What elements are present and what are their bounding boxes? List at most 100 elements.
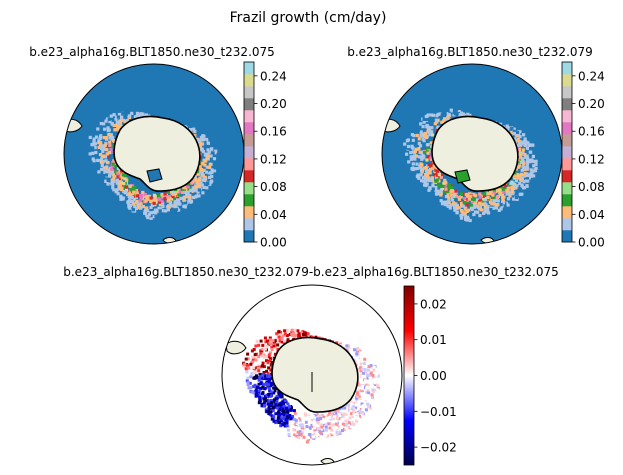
ice-cell xyxy=(424,178,428,182)
difference-cell xyxy=(252,348,256,351)
ice-cell xyxy=(517,173,521,177)
difference-cell xyxy=(267,404,271,408)
ice-cell xyxy=(512,197,516,201)
ice-cell xyxy=(166,208,170,212)
ice-cell xyxy=(171,194,175,199)
difference-cell xyxy=(275,406,279,410)
ice-cell xyxy=(443,190,447,194)
difference-cell xyxy=(246,383,250,387)
difference-cell xyxy=(281,403,285,407)
ice-cell xyxy=(196,134,200,138)
difference-cell xyxy=(307,422,311,426)
difference-cell xyxy=(270,348,274,351)
difference-cell xyxy=(263,374,267,378)
ice-cell xyxy=(429,141,433,145)
ice-cell xyxy=(114,123,119,127)
ice-cell xyxy=(106,170,110,174)
colorbar-segment xyxy=(562,122,572,135)
ice-cell xyxy=(106,126,110,130)
ice-cell xyxy=(523,172,527,176)
ice-cell xyxy=(463,196,467,201)
difference-cell xyxy=(268,336,272,340)
ice-cell xyxy=(459,209,464,213)
difference-cell xyxy=(280,412,284,416)
ice-cell xyxy=(487,211,491,215)
ice-cell xyxy=(120,186,124,190)
ice-cell xyxy=(203,175,207,179)
difference-cell xyxy=(260,354,264,358)
difference-cell xyxy=(361,412,365,416)
ice-cell xyxy=(92,159,96,163)
ice-cell xyxy=(431,183,435,187)
ice-cell xyxy=(444,187,448,191)
ice-cell xyxy=(163,192,167,196)
ice-cell xyxy=(413,167,417,171)
colorbar-tick-label: −0.01 xyxy=(420,405,457,419)
ice-cell xyxy=(495,195,499,199)
colorbar-segment xyxy=(244,86,254,99)
difference-cell xyxy=(311,414,315,418)
difference-cell xyxy=(253,353,257,357)
difference-cell xyxy=(358,394,362,398)
ice-cell xyxy=(197,188,201,192)
ice-cell xyxy=(212,169,217,173)
difference-cell xyxy=(284,417,288,421)
ice-cell xyxy=(121,173,125,177)
ice-cell xyxy=(112,113,116,117)
ice-cell xyxy=(425,117,429,121)
ice-cell xyxy=(104,166,108,170)
ice-cell xyxy=(428,178,432,183)
colorbar-tick-label: 0.12 xyxy=(260,152,287,166)
difference-cell xyxy=(279,393,282,397)
difference-cell xyxy=(373,381,377,385)
difference-cell xyxy=(303,333,307,336)
difference-cell xyxy=(350,402,354,406)
ice-cell xyxy=(171,189,175,193)
difference-cell xyxy=(351,418,354,422)
ice-cell xyxy=(96,127,100,131)
ice-cell xyxy=(466,194,470,198)
ice-cell xyxy=(525,154,529,158)
difference-cell xyxy=(329,413,333,417)
colorbar-segment xyxy=(244,98,254,111)
colorbar-segment xyxy=(562,86,572,99)
ice-cell xyxy=(492,195,496,200)
difference-cell xyxy=(332,430,336,434)
ice-cell xyxy=(529,174,533,178)
ice-cell xyxy=(413,151,417,155)
difference-cell xyxy=(291,420,295,424)
difference-cell xyxy=(304,431,308,435)
difference-cell xyxy=(369,364,373,368)
difference-cell xyxy=(253,383,257,387)
ice-cell xyxy=(444,181,448,185)
difference-cell xyxy=(355,391,359,395)
difference-cell xyxy=(271,339,275,343)
difference-cell xyxy=(268,407,272,411)
difference-cell xyxy=(361,404,365,408)
ice-cell xyxy=(517,164,521,168)
difference-cell xyxy=(312,422,316,426)
ice-cell xyxy=(507,190,511,194)
ice-cell xyxy=(497,208,501,212)
difference-cell xyxy=(324,423,328,427)
difference-cell xyxy=(269,390,273,394)
ice-cell xyxy=(527,176,531,180)
difference-cell xyxy=(269,399,273,402)
difference-cell xyxy=(297,436,301,440)
ice-cell xyxy=(531,169,535,173)
ice-cell xyxy=(439,199,443,203)
colorbar-segment xyxy=(244,206,254,219)
ice-cell xyxy=(513,171,517,175)
ice-cell xyxy=(134,196,138,200)
ice-cell xyxy=(523,152,527,157)
ice-cell xyxy=(91,146,95,150)
difference-cell xyxy=(298,412,302,416)
difference-cell xyxy=(262,377,266,381)
difference-cell xyxy=(320,425,324,429)
difference-cell xyxy=(335,410,339,414)
ice-cell xyxy=(158,209,162,213)
ice-cell xyxy=(94,150,98,155)
ice-cell xyxy=(514,195,519,200)
ice-cell xyxy=(211,151,215,155)
ice-cell xyxy=(514,192,518,196)
